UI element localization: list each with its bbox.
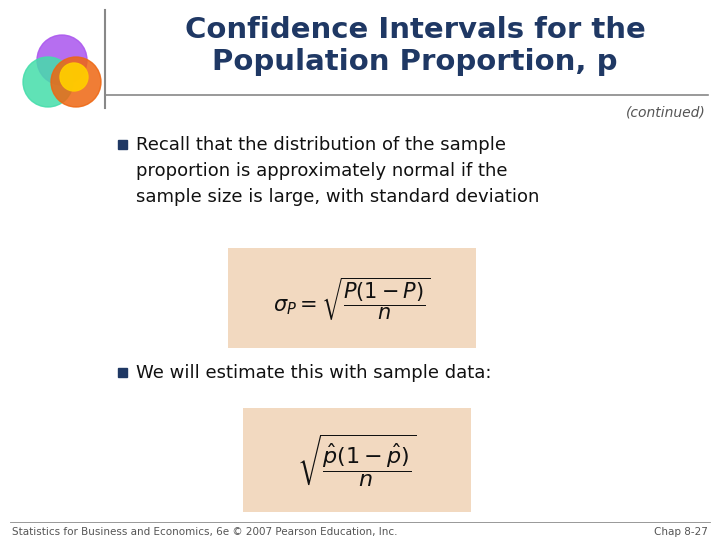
Circle shape: [60, 63, 88, 91]
Bar: [118, 140, 127, 149]
Text: $\sigma_P = \sqrt{\dfrac{P(1-P)}{n}}$: $\sigma_P = \sqrt{\dfrac{P(1-P)}{n}}$: [273, 274, 431, 321]
Text: $\sqrt{\dfrac{\hat{p}(1-\hat{p})}{n}}$: $\sqrt{\dfrac{\hat{p}(1-\hat{p})}{n}}$: [297, 432, 417, 488]
Text: sample size is large, with standard deviation: sample size is large, with standard devi…: [136, 188, 539, 206]
Text: (continued): (continued): [626, 105, 706, 119]
Circle shape: [37, 35, 87, 85]
Text: Chap 8-27: Chap 8-27: [654, 527, 708, 537]
Text: Statistics for Business and Economics, 6e © 2007 Pearson Education, Inc.: Statistics for Business and Economics, 6…: [12, 527, 397, 537]
Text: Confidence Intervals for the: Confidence Intervals for the: [184, 16, 645, 44]
Text: We will estimate this with sample data:: We will estimate this with sample data:: [136, 364, 492, 382]
Text: proportion is approximately normal if the: proportion is approximately normal if th…: [136, 162, 508, 180]
FancyBboxPatch shape: [243, 408, 471, 512]
Bar: [118, 368, 127, 377]
FancyBboxPatch shape: [228, 248, 476, 348]
Text: Population Proportion, p: Population Proportion, p: [212, 48, 618, 76]
Circle shape: [23, 57, 73, 107]
Circle shape: [51, 57, 101, 107]
Text: Recall that the distribution of the sample: Recall that the distribution of the samp…: [136, 136, 506, 154]
